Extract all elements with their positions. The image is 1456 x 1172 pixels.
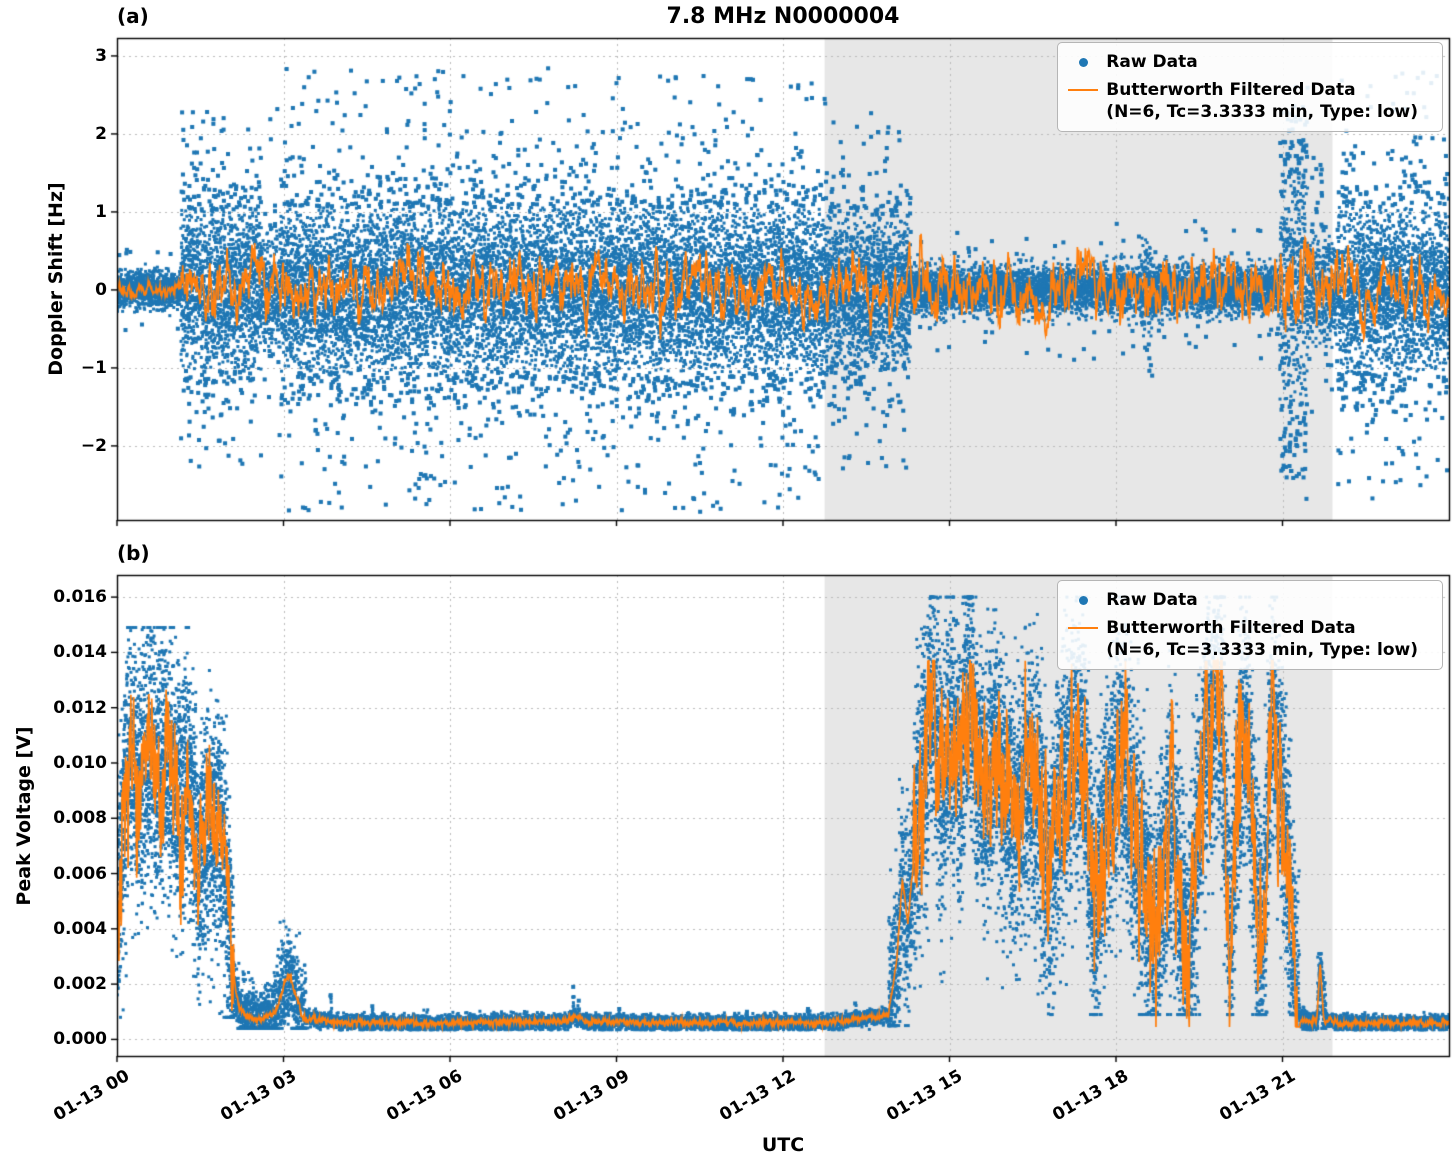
y-tick-label: 0.004 [53,918,107,939]
chart-title: 7.8 MHz N0000004 [666,4,900,29]
y-tick-label: −1 [80,357,107,378]
legend-filtered-params: (N=6, Tc=3.3333 min, Type: low) [1106,102,1418,122]
y-tick-label: 2 [95,123,107,144]
y-tick-label: 0.002 [53,974,107,995]
panel-a-label: (a) [117,4,149,28]
y-tick-label: 0.012 [53,697,107,718]
legend-entry-filtered: Butterworth Filtered Data (N=6, Tc=3.3333… [1068,79,1418,123]
y-tick-label: 0.010 [53,752,107,773]
legend-entry-filtered: Butterworth Filtered Data (N=6, Tc=3.3333… [1068,617,1418,661]
legend-entry-raw: Raw Data [1068,51,1418,73]
legend-raw-label: Raw Data [1106,52,1198,72]
y-tick-label: 0.000 [53,1029,107,1050]
y-tick-label: 0.014 [53,642,107,663]
y-tick-label: 0 [95,279,107,300]
y-tick-label: 1 [95,201,107,222]
filtered-line-marker-icon [1068,627,1099,629]
legend-filtered-label: Butterworth Filtered Data [1106,618,1356,638]
y-tick-label: 0.016 [53,587,107,608]
legend-panel-a: Raw Data Butterworth Filtered Data (N=6, … [1057,42,1443,132]
filtered-line-marker-icon [1068,89,1099,91]
panel-b-label: (b) [117,541,150,565]
y-tick-label: 0.006 [53,863,107,884]
legend-entry-raw: Raw Data [1068,589,1418,611]
legend-raw-label: Raw Data [1106,590,1198,610]
legend-panel-b: Raw Data Butterworth Filtered Data (N=6, … [1057,580,1443,670]
y-tick-label: 3 [95,45,107,66]
raw-data-marker-icon [1078,596,1088,605]
y-tick-label: 0.008 [53,808,107,829]
legend-filtered-params: (N=6, Tc=3.3333 min, Type: low) [1106,640,1418,660]
y-tick-label: −2 [80,435,107,456]
raw-data-marker-icon [1078,58,1088,67]
legend-filtered-label: Butterworth Filtered Data [1106,80,1356,100]
x-axis-label: UTC [761,1134,805,1156]
